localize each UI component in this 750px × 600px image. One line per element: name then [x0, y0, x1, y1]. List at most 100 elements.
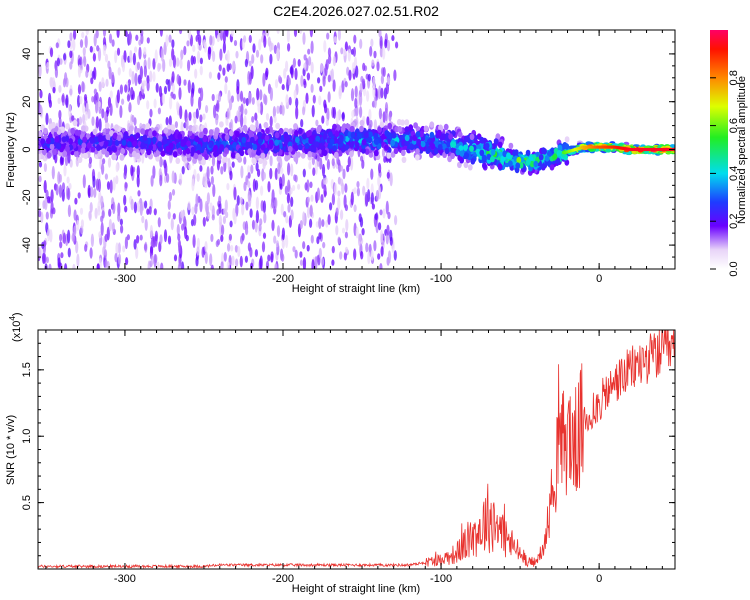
spectrogram-cell — [218, 64, 222, 72]
spectrogram-cell — [355, 65, 359, 78]
spectrogram-cell — [380, 229, 384, 243]
spectrogram-cell — [325, 219, 329, 228]
spectrogram-cell — [248, 73, 252, 85]
spectrogram-cell — [228, 130, 234, 137]
spectrogram-cell — [245, 201, 249, 211]
spectrogram-cell — [262, 232, 267, 239]
spectrogram-cell — [41, 148, 47, 155]
spectrogram-cell — [261, 241, 266, 253]
spectrogram-cell — [284, 155, 289, 162]
spectrogram-cell — [239, 196, 243, 205]
spectrogram-cell — [287, 179, 291, 193]
spectrogram-cell — [133, 238, 137, 250]
spectrogram-cell — [125, 257, 129, 266]
spectrogram-cell — [130, 164, 134, 177]
spectrogram-cell — [43, 240, 47, 247]
spectrogram-cell — [46, 62, 50, 69]
spectrogram-cell — [248, 194, 252, 208]
spectrogram-cell — [216, 154, 222, 161]
spectrogram-cell — [419, 130, 424, 138]
spectrogram-cell — [208, 129, 214, 136]
spectrogram-cell — [337, 236, 341, 245]
spectrogram-cell — [254, 249, 258, 258]
spectrogram-cell — [245, 228, 249, 236]
spectrogram-cell — [271, 219, 275, 232]
spectrogram-cell — [337, 30, 341, 41]
spectrogram-cell — [255, 162, 259, 172]
spectrogram-cell — [61, 94, 65, 103]
spectrogram-cell — [171, 71, 175, 83]
spectrogram-cell — [96, 263, 100, 269]
spectrogram-cell — [205, 104, 209, 114]
spectrogram-cell — [116, 134, 122, 141]
spectrogram-cell — [299, 251, 303, 258]
spectrogram-cell — [219, 121, 224, 128]
spectrogram-cell — [179, 105, 183, 120]
spectrogram-cell — [404, 119, 410, 126]
spectrogram-cell — [191, 125, 197, 133]
spectrogram-cell — [241, 136, 247, 144]
spectrogram-cell — [138, 77, 142, 84]
spectrogram-cell — [316, 126, 321, 134]
spectrogram-cell — [274, 167, 278, 181]
spectrogram-cell — [233, 40, 238, 47]
spectrogram-cell — [210, 175, 214, 185]
spectrogram-cell — [124, 182, 128, 189]
spectrogram-cell — [248, 130, 254, 137]
spectrogram-cell — [317, 77, 321, 84]
spectrogram-cell — [360, 250, 364, 260]
spectrogram-cell — [211, 214, 215, 221]
spectrogram-cell — [244, 255, 248, 263]
spectrogram-cell — [112, 201, 116, 215]
spectrogram-cell — [378, 85, 382, 100]
spectrogram-cell — [306, 244, 310, 252]
spectrogram-cell — [257, 103, 261, 114]
spectrogram-cell — [98, 118, 102, 132]
spectrogram-cell — [139, 65, 143, 80]
spectrogram-cell — [177, 263, 181, 269]
spectrogram-cell — [437, 144, 443, 151]
spectrogram-cell — [293, 89, 297, 100]
spectrogram-cell — [61, 182, 66, 192]
spectrogram-cell — [58, 85, 62, 93]
spectrogram-cell — [119, 154, 125, 161]
spectrogram-cell — [191, 82, 195, 94]
spectrogram-cell — [292, 57, 296, 68]
spectrogram-cell — [204, 240, 208, 253]
spectrogram-cell — [277, 162, 281, 175]
spectrogram-cell — [344, 231, 348, 239]
spectrogram-cell — [123, 134, 128, 141]
spectrogram-cell — [128, 31, 132, 45]
spectrogram-cell — [196, 173, 200, 182]
spectrogram-cell — [328, 54, 332, 65]
spectrogram-cell — [429, 121, 435, 128]
spectrogram-cell — [77, 84, 82, 95]
spectrogram-cell — [475, 148, 481, 156]
spectrogram-cell — [160, 150, 166, 157]
spectrogram-cell — [48, 263, 52, 269]
spectrogram-cell — [97, 178, 101, 193]
spectrogram-cell — [57, 97, 61, 105]
spectrogram-cell — [66, 176, 70, 184]
spectrogram-cell — [302, 211, 306, 225]
spectrogram-cell — [59, 241, 63, 249]
spectrogram-cell — [169, 95, 173, 110]
spectrogram-cell — [49, 47, 54, 58]
spectrogram-cell — [255, 49, 260, 58]
spectrogram-cell — [105, 133, 111, 141]
spectrogram-cell — [136, 174, 140, 188]
spectrogram-cell — [222, 67, 226, 76]
spectrogram-cell — [497, 163, 503, 170]
spectrogram-cell — [160, 262, 164, 269]
spectrogram-cell — [297, 183, 301, 190]
snr-multiplier: (x104) — [8, 312, 23, 342]
spectrogram-cell — [65, 94, 69, 109]
spectrogram-cell — [57, 171, 61, 185]
spectrogram-cell — [515, 162, 521, 169]
spectrogram-cell — [361, 139, 367, 146]
spectrogram-cell — [438, 124, 443, 131]
spectrogram-cell — [165, 34, 169, 47]
spectrogram-cell — [190, 93, 194, 107]
spectrogram-cell — [297, 143, 303, 151]
spectrogram-cell — [135, 34, 139, 41]
